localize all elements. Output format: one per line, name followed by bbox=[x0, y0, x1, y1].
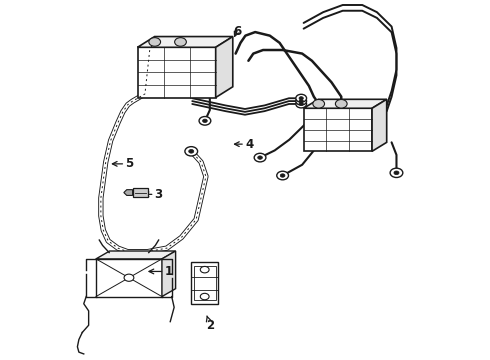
Circle shape bbox=[199, 117, 211, 125]
Text: 5: 5 bbox=[112, 157, 134, 170]
Polygon shape bbox=[133, 188, 148, 197]
Text: 4: 4 bbox=[235, 138, 253, 150]
Text: 2: 2 bbox=[206, 316, 214, 332]
Polygon shape bbox=[96, 259, 162, 297]
Polygon shape bbox=[124, 190, 133, 195]
Circle shape bbox=[390, 168, 403, 177]
Circle shape bbox=[335, 99, 347, 108]
Circle shape bbox=[258, 156, 262, 159]
Circle shape bbox=[277, 171, 289, 180]
Polygon shape bbox=[372, 99, 387, 151]
Polygon shape bbox=[138, 37, 233, 47]
Circle shape bbox=[313, 99, 324, 108]
Circle shape bbox=[200, 293, 209, 300]
Polygon shape bbox=[162, 251, 175, 297]
Polygon shape bbox=[304, 99, 387, 108]
Polygon shape bbox=[96, 251, 175, 259]
Circle shape bbox=[124, 274, 134, 281]
Polygon shape bbox=[191, 262, 218, 304]
Circle shape bbox=[299, 102, 303, 105]
Circle shape bbox=[299, 99, 303, 103]
Circle shape bbox=[394, 171, 399, 175]
Polygon shape bbox=[304, 108, 372, 151]
Circle shape bbox=[174, 38, 186, 46]
Circle shape bbox=[280, 174, 285, 177]
Circle shape bbox=[185, 147, 197, 156]
Circle shape bbox=[189, 149, 194, 153]
Polygon shape bbox=[138, 47, 216, 98]
Circle shape bbox=[200, 266, 209, 273]
Circle shape bbox=[296, 94, 307, 102]
Circle shape bbox=[296, 97, 307, 105]
Circle shape bbox=[296, 100, 307, 108]
Circle shape bbox=[202, 119, 207, 122]
Circle shape bbox=[149, 38, 161, 46]
Polygon shape bbox=[216, 37, 233, 98]
Text: 6: 6 bbox=[233, 25, 241, 38]
Text: 1: 1 bbox=[149, 265, 172, 278]
Circle shape bbox=[254, 153, 266, 162]
Text: 3: 3 bbox=[144, 188, 163, 201]
Circle shape bbox=[299, 96, 303, 100]
